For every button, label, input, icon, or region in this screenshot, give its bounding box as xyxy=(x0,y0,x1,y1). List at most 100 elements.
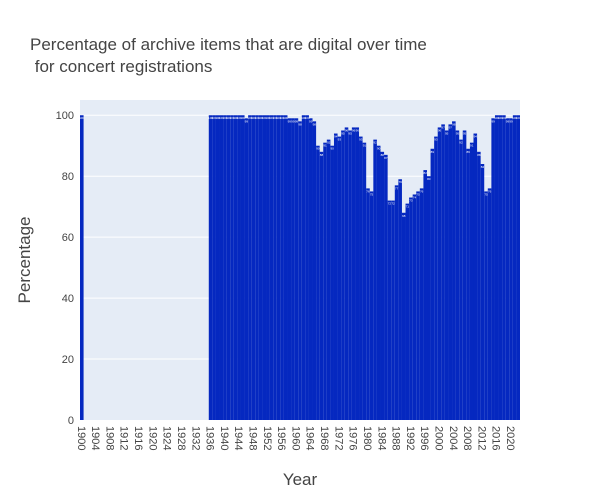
x-tick-label: 1912 xyxy=(118,426,130,450)
bar xyxy=(294,118,299,421)
bar-value-label: 75 xyxy=(416,192,420,196)
bar xyxy=(208,115,213,420)
bar-value-label: 79 xyxy=(398,180,402,184)
bar xyxy=(459,139,463,420)
bar xyxy=(233,115,238,420)
bar-value-label: 99 xyxy=(309,119,313,123)
x-tick-label: 2020 xyxy=(504,426,516,450)
bar xyxy=(244,118,249,421)
bar-value-label: 96 xyxy=(438,128,442,132)
bar-value-label: 98 xyxy=(298,122,302,126)
bar-value-label: 99 xyxy=(245,119,249,123)
bar-value-label: 100 xyxy=(269,116,274,120)
bar-value-label: 100 xyxy=(265,116,270,120)
bar-value-label: 96 xyxy=(352,128,356,132)
bar-value-label: 100 xyxy=(79,116,84,120)
bar-value-label: 71 xyxy=(406,205,410,209)
x-tick-label: 1936 xyxy=(204,426,216,450)
bar xyxy=(280,115,284,420)
bar xyxy=(337,136,342,421)
x-tick-label: 1924 xyxy=(161,426,173,450)
bar xyxy=(469,142,474,420)
bar-value-label: 90 xyxy=(316,147,320,151)
bar-value-label: 93 xyxy=(338,138,342,142)
x-tick-label: 2012 xyxy=(475,426,487,450)
bar xyxy=(441,124,445,420)
y-tick-label: 40 xyxy=(62,293,74,305)
x-tick-label: 1980 xyxy=(361,426,373,450)
bar xyxy=(466,148,470,420)
bar-value-label: 96 xyxy=(356,128,360,132)
bar-value-label: 100 xyxy=(498,116,503,120)
x-tick-label: 1992 xyxy=(404,426,416,450)
bar-value-label: 92 xyxy=(459,141,463,145)
bar xyxy=(248,115,252,420)
x-tick-label: 1960 xyxy=(289,426,301,450)
bar xyxy=(376,145,381,420)
bar xyxy=(394,185,399,420)
x-tick-label: 2008 xyxy=(461,426,473,450)
bar xyxy=(477,151,481,421)
bar-value-label: 98 xyxy=(452,122,456,126)
bar-value-label: 100 xyxy=(251,116,256,120)
bar-value-label: 90 xyxy=(377,147,381,151)
bar-value-label: 93 xyxy=(434,138,438,142)
bar-value-label: 92 xyxy=(327,141,331,145)
bar-value-label: 88 xyxy=(477,153,481,157)
bar xyxy=(237,115,241,420)
bar-value-label: 100 xyxy=(276,116,281,120)
bar xyxy=(416,191,420,420)
bar-value-label: 77 xyxy=(395,186,399,190)
bar-value-label: 89 xyxy=(466,150,470,154)
bar-value-label: 100 xyxy=(233,116,238,120)
bar-value-label: 90 xyxy=(331,147,335,151)
bar xyxy=(326,139,331,420)
bar xyxy=(359,136,363,421)
y-axis-ticks: 0 20 40 60 80 100 xyxy=(56,110,74,427)
chart-title-line1: Percentage of archive items that are dig… xyxy=(30,35,427,54)
bar xyxy=(391,200,395,420)
x-tick-label: 2000 xyxy=(433,426,445,450)
bar-value-label: 75 xyxy=(484,192,488,196)
bar-value-label: 100 xyxy=(215,116,220,120)
bar-value-label: 97 xyxy=(449,125,453,129)
bar xyxy=(516,115,520,420)
bar-value-label: 100 xyxy=(240,116,245,120)
x-axis-ticks: 1900 1904 1908 1912 1916 1920 1924 1928 1932 1936… xyxy=(75,426,516,450)
bar xyxy=(240,115,245,420)
bar-value-label: 68 xyxy=(402,214,406,218)
bar xyxy=(226,115,231,420)
bar xyxy=(312,121,317,420)
bar xyxy=(215,115,220,420)
bar-value-label: 100 xyxy=(305,116,310,120)
bar-value-label: 88 xyxy=(381,153,385,157)
x-tick-label: 1976 xyxy=(347,426,359,450)
bar xyxy=(373,139,377,420)
bar xyxy=(487,188,492,420)
bar-value-label: 72 xyxy=(391,202,395,206)
y-tick-label: 80 xyxy=(62,171,74,183)
bar xyxy=(384,154,388,420)
bar-value-label: 99 xyxy=(295,119,299,123)
bar xyxy=(298,121,302,420)
x-tick-label: 1940 xyxy=(218,426,230,450)
y-tick-label: 0 xyxy=(68,415,74,427)
bar xyxy=(301,115,306,420)
bars xyxy=(80,115,520,421)
chart-title-line2: for concert registrations xyxy=(30,57,212,76)
bar-value-label: 99 xyxy=(506,119,510,123)
y-tick-label: 60 xyxy=(62,232,74,244)
bar xyxy=(287,118,292,421)
x-tick-label: 1928 xyxy=(175,426,187,450)
bar xyxy=(305,115,309,420)
bar-value-label: 95 xyxy=(341,131,345,135)
x-tick-label: 1964 xyxy=(304,426,316,450)
bar-value-label: 76 xyxy=(366,189,370,193)
bar xyxy=(283,115,288,420)
bar xyxy=(401,212,406,420)
bar xyxy=(430,148,435,420)
bar xyxy=(262,115,267,420)
x-tick-label: 2016 xyxy=(490,426,502,450)
bar-value-label: 95 xyxy=(348,131,352,135)
